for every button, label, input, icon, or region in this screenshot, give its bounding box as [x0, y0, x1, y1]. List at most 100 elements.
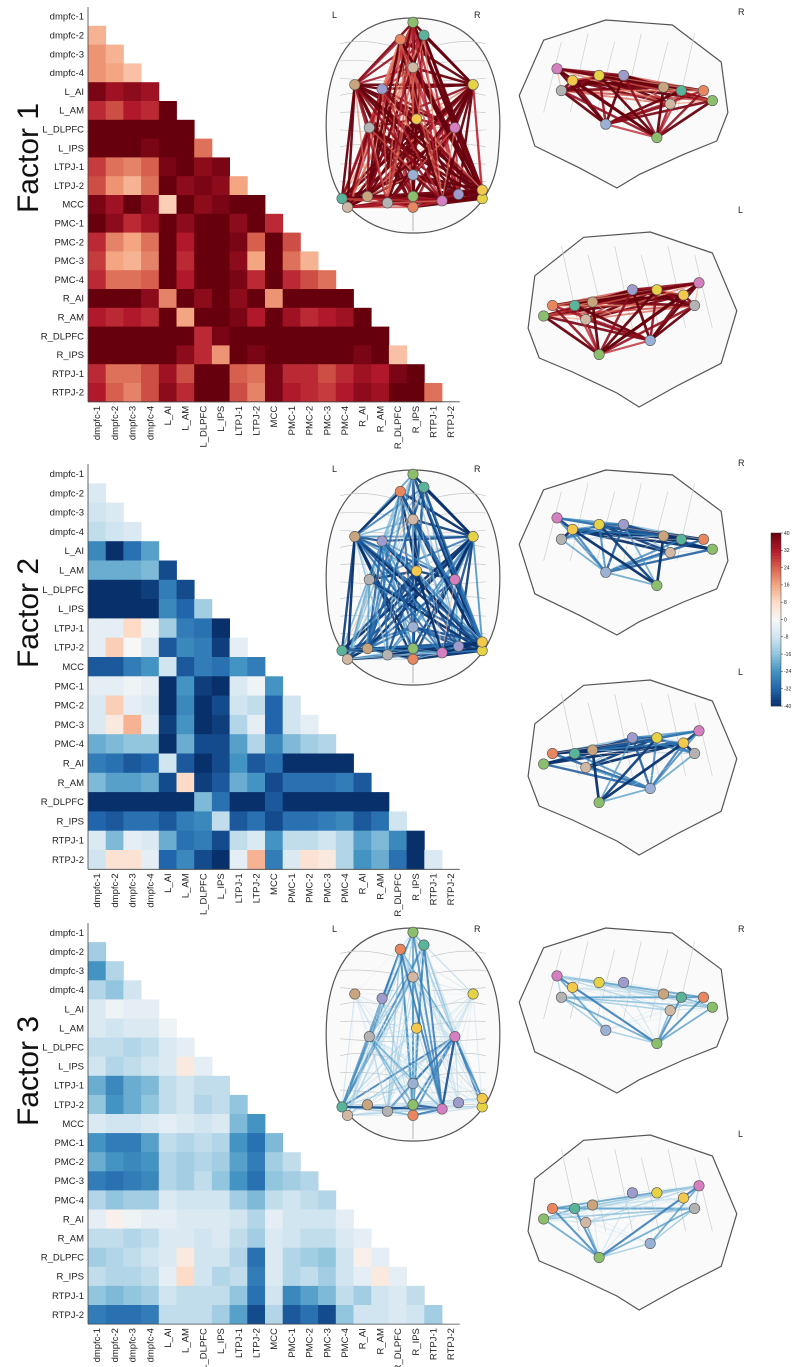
heatmap-cell	[371, 811, 390, 832]
heatmap-cell	[105, 63, 124, 83]
edge	[367, 1027, 417, 1106]
roi-node	[376, 535, 388, 547]
heatmap-cell	[194, 1285, 213, 1306]
edge	[386, 22, 414, 204]
roi-node	[341, 653, 353, 665]
colorbar-segment	[771, 659, 781, 664]
roi-node	[363, 122, 375, 134]
heatmap-cell	[176, 1247, 195, 1268]
edge	[598, 1192, 633, 1258]
heatmap-cell	[194, 1305, 213, 1325]
edge	[347, 652, 443, 660]
heatmap-cell	[300, 1228, 319, 1249]
edge	[347, 1027, 417, 1116]
heatmap-cell	[247, 676, 266, 696]
sulcus-line	[340, 1001, 395, 1009]
roi-node	[418, 29, 430, 41]
y-tick-label: PMC-2	[54, 1157, 84, 1168]
heatmap-cell	[88, 502, 107, 523]
edge	[366, 579, 371, 649]
y-tick-label: dmpfc-2	[50, 488, 84, 499]
y-tick-label: RTPJ-2	[52, 388, 84, 399]
edge	[368, 579, 388, 656]
edge	[368, 578, 483, 643]
heatmap-cell	[265, 307, 284, 327]
heatmap-cell	[247, 1171, 266, 1191]
heatmap-cell	[406, 383, 425, 403]
colorbar-segment	[771, 628, 781, 632]
heatmap-cell	[300, 1190, 319, 1210]
edge	[605, 996, 704, 1031]
heatmap-cell	[88, 483, 107, 503]
heatmap-cell	[105, 734, 124, 754]
heatmap-cell	[335, 1209, 354, 1229]
heatmap-cell	[158, 599, 177, 619]
heatmap-cell	[194, 772, 213, 793]
y-tick-label: L_IPS	[58, 143, 84, 154]
roi-node	[626, 284, 638, 296]
heatmap-cell	[176, 138, 195, 158]
heatmap-cell	[265, 811, 284, 832]
roi-node	[407, 1099, 419, 1111]
y-tick-label: L_IPS	[58, 1062, 84, 1073]
y-tick-label: PMC-4	[54, 739, 84, 750]
heatmap-cell	[318, 772, 337, 793]
heatmap-cell	[300, 792, 319, 812]
edge	[604, 74, 625, 125]
x-tick-label: L_IPS	[216, 873, 227, 899]
heatmap-cell	[388, 811, 407, 832]
roi-node	[706, 95, 718, 107]
heatmap-cell	[141, 772, 160, 793]
edge	[346, 21, 414, 208]
edge	[411, 536, 475, 660]
heatmap-cell	[318, 1209, 337, 1229]
roi-node	[349, 531, 361, 543]
heatmap-cell	[424, 383, 443, 403]
heatmap-cell	[229, 270, 248, 290]
colorbar-segment	[771, 582, 781, 586]
edge	[412, 518, 474, 538]
heatmap-cell	[371, 326, 390, 346]
edge	[472, 993, 483, 1107]
edge	[656, 1006, 713, 1045]
edge	[411, 22, 444, 201]
heatmap-cell	[335, 1266, 354, 1287]
heatmap-cell	[105, 289, 124, 309]
colorbar-segment	[771, 662, 781, 666]
heatmap-cell	[229, 307, 248, 327]
edge	[632, 1192, 651, 1244]
edge	[346, 474, 414, 660]
roi-node	[706, 543, 718, 555]
edge	[353, 535, 460, 648]
colorbar-segment	[771, 579, 781, 583]
heatmap-cell	[141, 560, 160, 581]
edge	[454, 1036, 484, 1099]
edge	[649, 752, 696, 790]
heatmap-cell	[229, 1305, 248, 1325]
heatmap-cell	[247, 657, 266, 677]
y-tick-label: R_AM	[58, 313, 84, 324]
y-tick-label: PMC-1	[54, 1138, 84, 1149]
heatmap-cell	[123, 695, 142, 716]
roi-node	[452, 640, 464, 652]
heatmap-cell	[123, 1190, 142, 1210]
y-tick-label: R_DLPFC	[41, 331, 84, 342]
colorbar-segment	[771, 602, 781, 606]
edge	[386, 976, 414, 1112]
heatmap-cell	[194, 811, 213, 832]
heatmap-cell	[300, 714, 319, 735]
colorbar-segment	[771, 535, 781, 540]
roi-node	[551, 63, 563, 75]
heatmap-cell	[141, 1056, 160, 1077]
colorbar-segment	[771, 558, 781, 563]
heatmap-cell	[176, 1075, 195, 1096]
edge	[412, 67, 443, 201]
heatmap-cell	[105, 961, 124, 981]
edge	[597, 289, 634, 356]
heatmap-cell	[211, 772, 230, 793]
edge	[386, 536, 474, 656]
heatmap-cell	[247, 1285, 266, 1306]
y-tick-label: L_AM	[59, 1023, 84, 1034]
edge	[556, 975, 624, 983]
roi-node	[651, 132, 663, 144]
